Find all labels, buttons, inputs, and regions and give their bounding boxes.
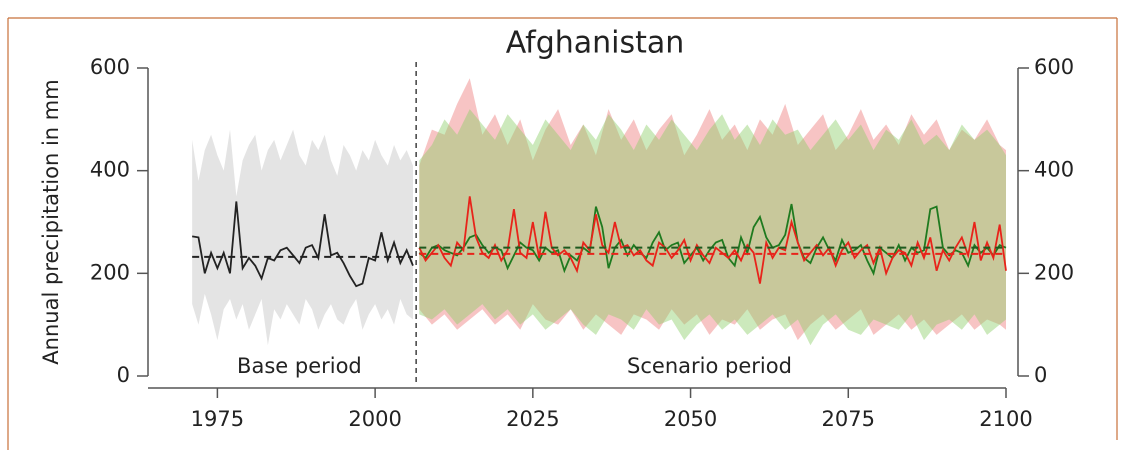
x-tick-label: 2050 [664,407,717,431]
data-line [192,201,414,288]
x-tick-label: 2025 [506,407,559,431]
data-line [418,203,1007,276]
period-label: Scenario period [627,354,792,378]
data-line [418,196,1007,284]
x-tick-label: 2100 [979,407,1032,431]
y2-tick-label: 400 [1034,158,1074,182]
uncertainty-band [419,109,1006,346]
period-label: Base period [237,354,362,378]
chart-title: Afghanistan [506,26,685,61]
y2-tick-label: 600 [1034,55,1074,79]
y-axis-label: Annual precipitation in mm [39,79,63,364]
y-tick-label: 400 [90,158,130,182]
x-tick-label: 2000 [348,407,401,431]
x-tick-label: 2075 [822,407,875,431]
uncertainty-band [419,78,1006,341]
y2-tick-label: 0 [1034,363,1047,387]
y-tick-label: 600 [90,55,130,79]
y-tick-label: 200 [90,260,130,284]
x-tick-label: 1975 [191,407,244,431]
y-tick-label: 0 [117,363,130,387]
uncertainty-band [192,129,413,346]
y2-tick-label: 200 [1034,260,1074,284]
